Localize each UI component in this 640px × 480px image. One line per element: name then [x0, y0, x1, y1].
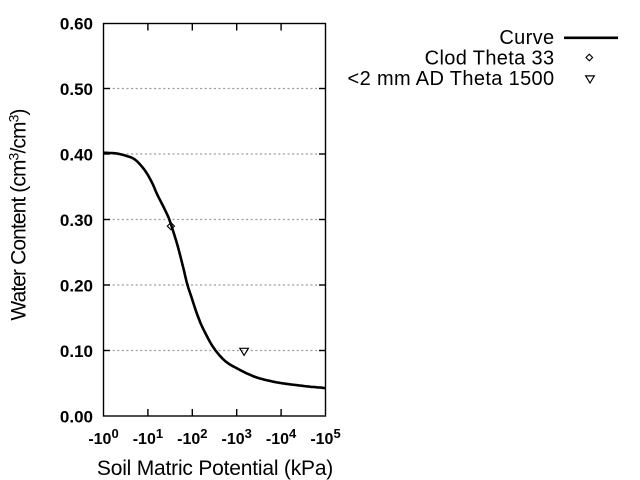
svg-text:0.00: 0.00 [60, 408, 93, 427]
svg-text:-102: -102 [177, 426, 207, 448]
svg-text:-101: -101 [133, 426, 163, 448]
svg-text:-103: -103 [222, 426, 252, 448]
svg-text:0.30: 0.30 [60, 211, 93, 230]
svg-text:0.40: 0.40 [60, 146, 93, 165]
svg-text:Water Content (cm3/cm3): Water Content (cm3/cm3) [6, 109, 31, 320]
svg-text:0.50: 0.50 [60, 80, 93, 99]
svg-text:<2 mm AD Theta 1500: <2 mm AD Theta 1500 [348, 68, 555, 90]
svg-text:0.20: 0.20 [60, 277, 93, 296]
svg-text:0.10: 0.10 [60, 342, 93, 361]
svg-text:0.60: 0.60 [60, 15, 93, 34]
svg-text:-105: -105 [310, 426, 340, 448]
svg-text:Curve: Curve [499, 27, 554, 49]
svg-text:Clod Theta 33: Clod Theta 33 [425, 48, 555, 70]
svg-text:-100: -100 [88, 426, 118, 448]
svg-text:Soil Matric Potential (kPa): Soil Matric Potential (kPa) [97, 457, 333, 480]
